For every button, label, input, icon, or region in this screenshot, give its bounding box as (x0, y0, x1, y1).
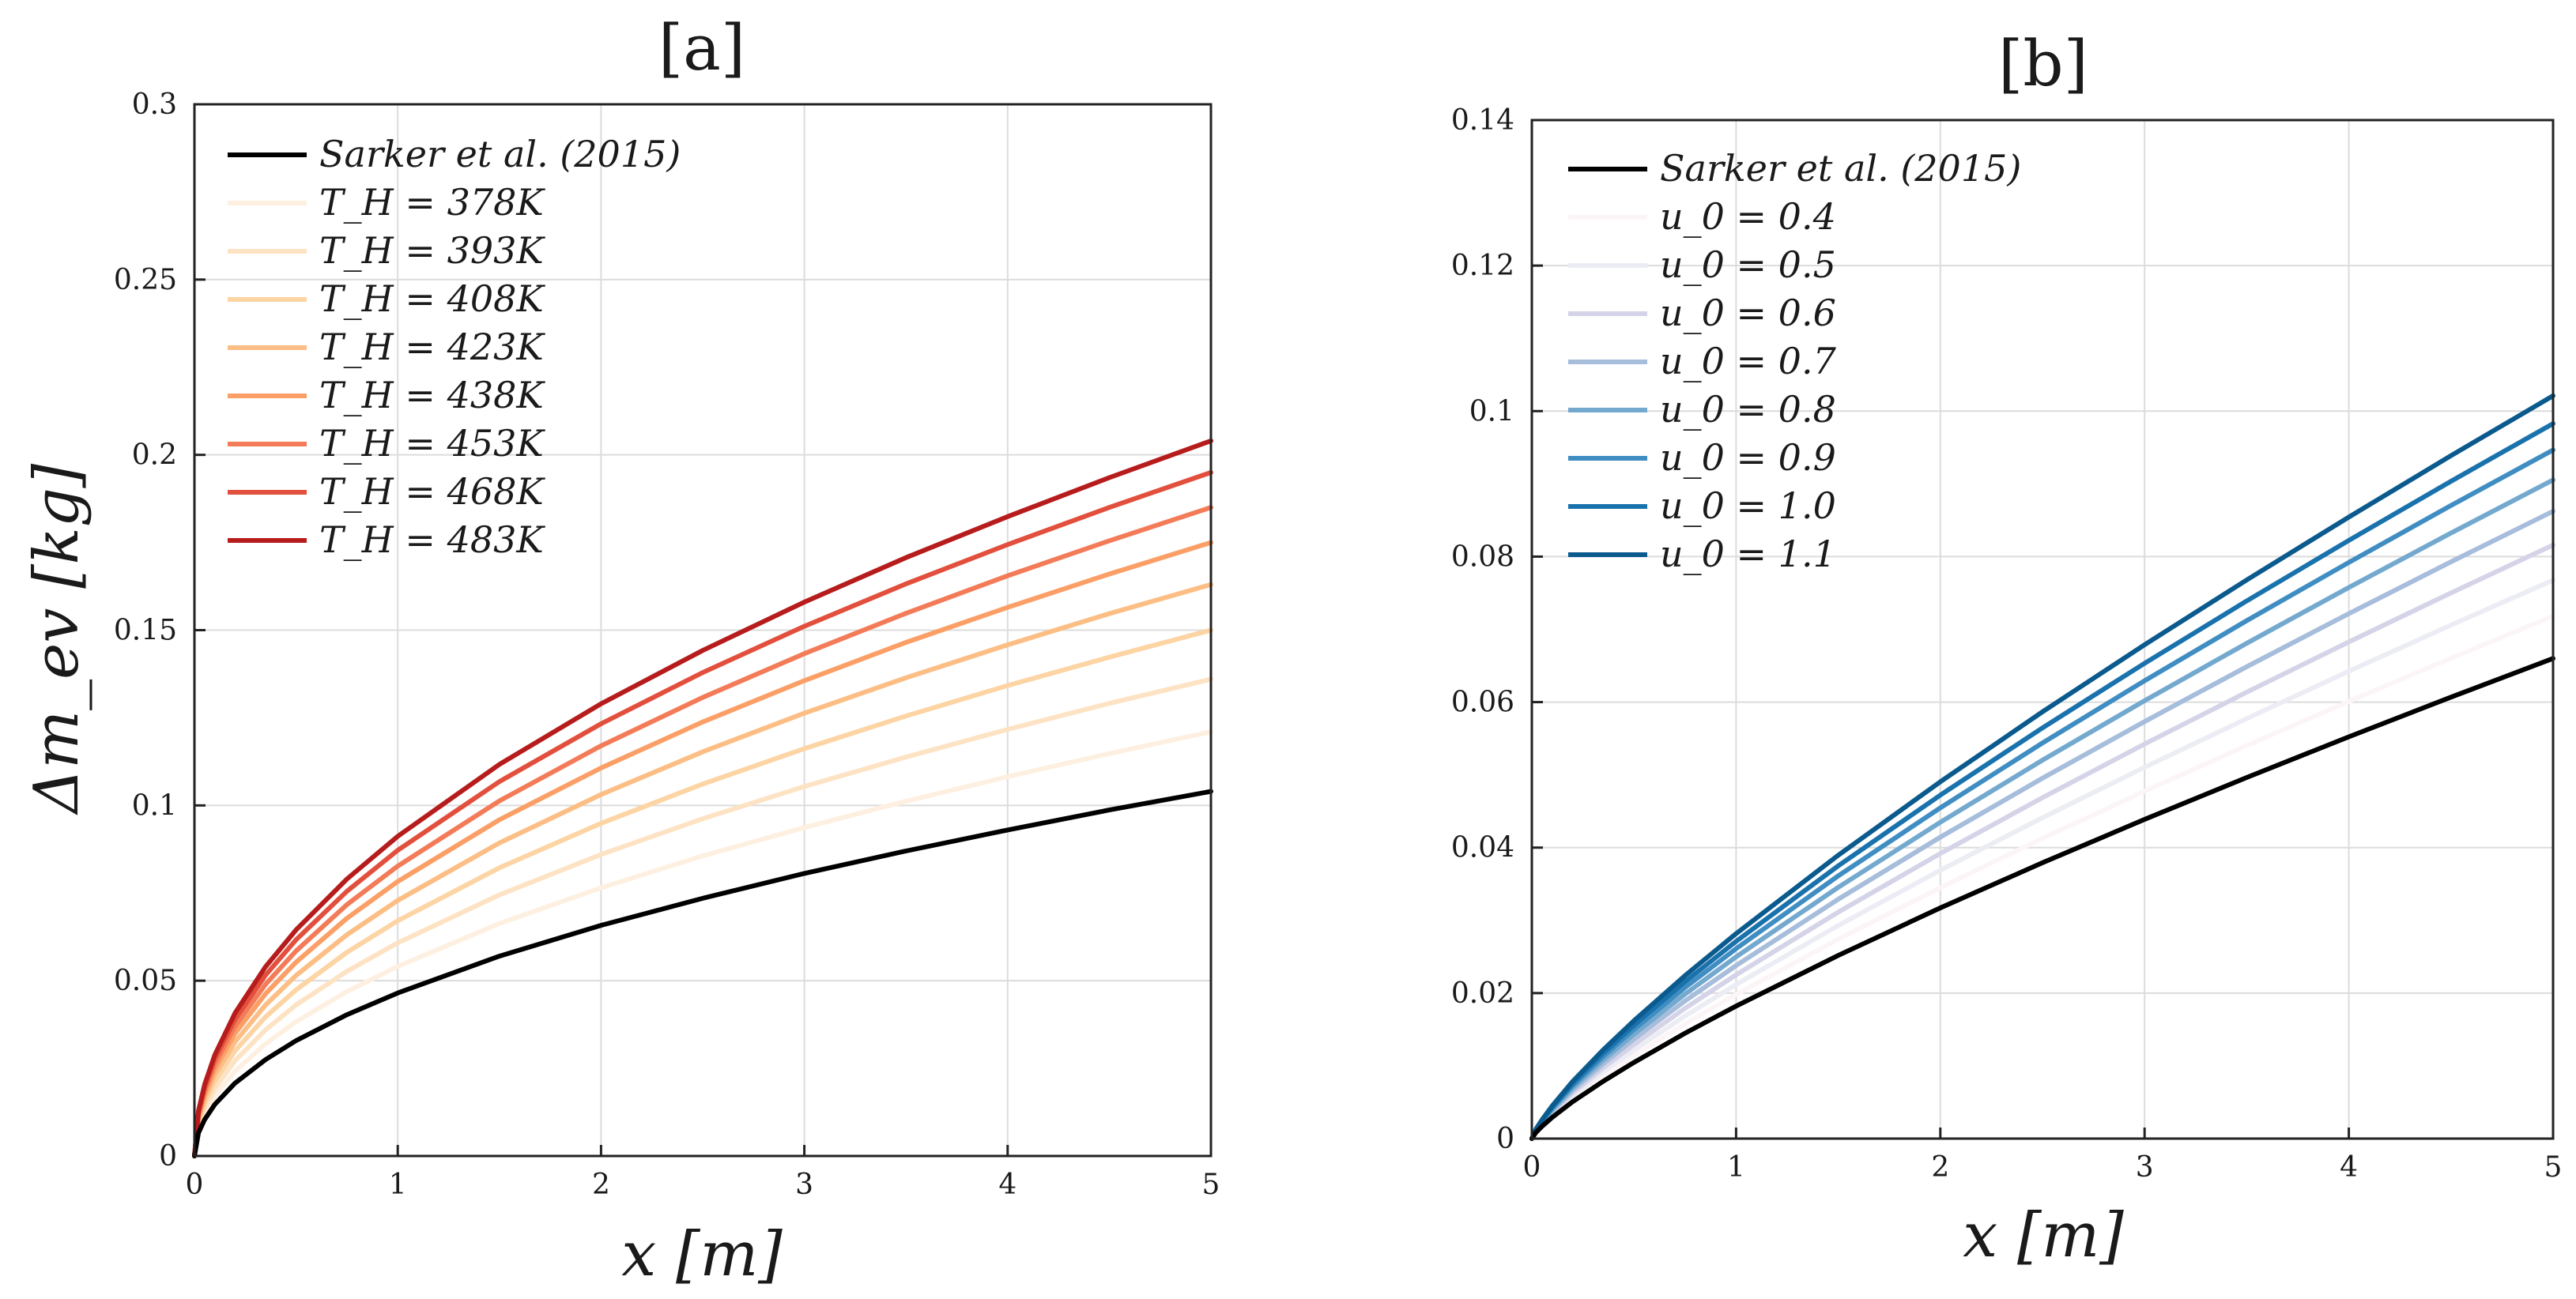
panel-a-series-line-2 (192, 676, 1213, 1158)
panel-b-xtick-label-1: 1 (1727, 1151, 1745, 1184)
panel-a-ylabel: Δm_ev [kg] (21, 463, 92, 815)
panel-b-legend-label-8: u_0 = 1.1 (1660, 533, 1836, 575)
panel-b-legend-label-7: u_0 = 1.0 (1660, 484, 1836, 527)
panel-b-series-line-1 (1529, 613, 2555, 1141)
panel-b-ytick-label-4: 0.08 (1451, 540, 1514, 573)
panel-a-ticks: 0 1 2 3 4 5 0 0.05 0.1 0.15 0.2 0.25 0.3 (114, 88, 1220, 1201)
panel-b-xlabel: x [m] (1963, 1200, 2124, 1271)
panel-b-ytick-label-0: 0 (1496, 1123, 1514, 1155)
panel-a-ytick-label-0: 0 (159, 1140, 177, 1173)
panel-b-series-line-3 (1529, 542, 2555, 1141)
panel-a-xlabel: x [m] (621, 1219, 783, 1290)
panel-a-ytick-label-4: 0.2 (132, 439, 177, 472)
panel-a-series-line-1 (192, 729, 1213, 1158)
panel-a-legend-label-2: T_H = 393K (319, 229, 545, 272)
panel-b-xtick-label-3: 3 (2136, 1151, 2154, 1184)
panel-b-series-line-0 (1529, 656, 2555, 1141)
panel-a-xtick-label-3: 3 (795, 1169, 813, 1201)
panel-a-legend-label-1: T_H = 378K (319, 181, 545, 224)
panel-a-xtick-label-5: 5 (1202, 1169, 1220, 1201)
panel-b-ytick-label-5: 0.1 (1469, 395, 1514, 427)
panel-b-xtick-label-0: 0 (1523, 1151, 1541, 1184)
panel-b-xtick-label-2: 2 (1931, 1151, 1949, 1184)
panel-b-ytick-label-3: 0.06 (1451, 687, 1514, 719)
panel-b-grid (1532, 120, 2553, 1139)
panel-b-legend-label-2: u_0 = 0.5 (1660, 243, 1836, 286)
panel-b-legend: Sarker et al. (2015) u_0 = 0.4 u_0 = 0.5 u_… (1568, 147, 2021, 575)
panel-a-title: [a] (658, 11, 745, 85)
panel-a-series-line-5 (192, 540, 1213, 1158)
panel-a-series-line-0 (192, 789, 1213, 1158)
panel-a-legend-label-3: T_H = 408K (319, 277, 545, 320)
panel-b-series-line-4 (1529, 509, 2555, 1141)
panel-a-legend-label-0: Sarker et al. (2015) (319, 133, 681, 175)
panel-a-ytick-label-3: 0.15 (114, 615, 177, 647)
panel-a-xtick-label-0: 0 (186, 1169, 204, 1201)
panel-b-series-line-2 (1529, 578, 2555, 1141)
panel-b-ticks: 0 1 2 3 4 5 0 0.02 0.04 0.06 0.08 0.1 0.12 0.14 (1451, 104, 2563, 1184)
panel-b-series-line-8 (1529, 393, 2555, 1141)
panel-a-xtick-label-4: 4 (998, 1169, 1016, 1201)
panel-b-legend-label-0: Sarker et al. (2015) (1660, 147, 2021, 190)
panel-a-series (192, 438, 1213, 1158)
panel-a-ytick-label-1: 0.05 (114, 965, 177, 997)
panel-a-ytick-label-5: 0.25 (114, 264, 177, 296)
panel-b-ytick-label-6: 0.12 (1451, 250, 1514, 282)
panel-b-legend-label-4: u_0 = 0.7 (1660, 340, 1837, 382)
panel-a-ytick-label-6: 0.3 (132, 88, 177, 121)
panel-a-legend-label-8: T_H = 483K (319, 518, 545, 561)
panel-b-legend-label-1: u_0 = 0.4 (1660, 195, 1836, 238)
panel-a: [a] x [m] Δm_ev [kg] 0 1 2 3 4 500.050.10.150… (21, 11, 1220, 1290)
panel-a-xtick-label-2: 2 (592, 1169, 610, 1201)
panel-a-legend-label-6: T_H = 453K (319, 422, 545, 465)
panel-b-legend-label-3: u_0 = 0.6 (1660, 292, 1836, 334)
panel-a-series-line-7 (192, 469, 1213, 1158)
panel-a-legend-label-5: T_H = 438K (319, 374, 545, 416)
panel-a-series-line-6 (192, 505, 1213, 1158)
panel-b-frame (1530, 119, 2555, 1140)
panel-b-title: [b] (1998, 27, 2088, 100)
panel-b-ytick-label-2: 0.04 (1451, 832, 1514, 864)
panel-a-ytick-label-2: 0.1 (132, 789, 177, 822)
panel-b-ytick-label-7: 0.14 (1451, 104, 1514, 137)
panel-b-series (1529, 393, 2555, 1141)
panel-b-ytick-label-1: 0.02 (1451, 977, 1514, 1010)
panel-a-legend: Sarker et al. (2015) T_H = 378K T_H = 393K… (228, 133, 681, 561)
panel-b: [b] x [m] 0 1 2 3 4 5 0 0.02 0.04 0.06 0.08 0.1 0.12… (1451, 27, 2563, 1271)
panel-b-legend-label-6: u_0 = 0.9 (1660, 436, 1836, 479)
panel-b-xtick-label-4: 4 (2340, 1151, 2358, 1184)
panel-a-legend-label-7: T_H = 468K (319, 470, 545, 513)
panel-a-legend-label-4: T_H = 423K (319, 326, 545, 368)
panel-a-xtick-label-1: 1 (389, 1169, 407, 1201)
panel-b-legend-label-5: u_0 = 0.8 (1660, 388, 1836, 431)
panel-a-series-line-8 (192, 438, 1213, 1158)
panel-b-xtick-label-5: 5 (2544, 1151, 2563, 1184)
panel-b-series-line-5 (1529, 477, 2555, 1141)
